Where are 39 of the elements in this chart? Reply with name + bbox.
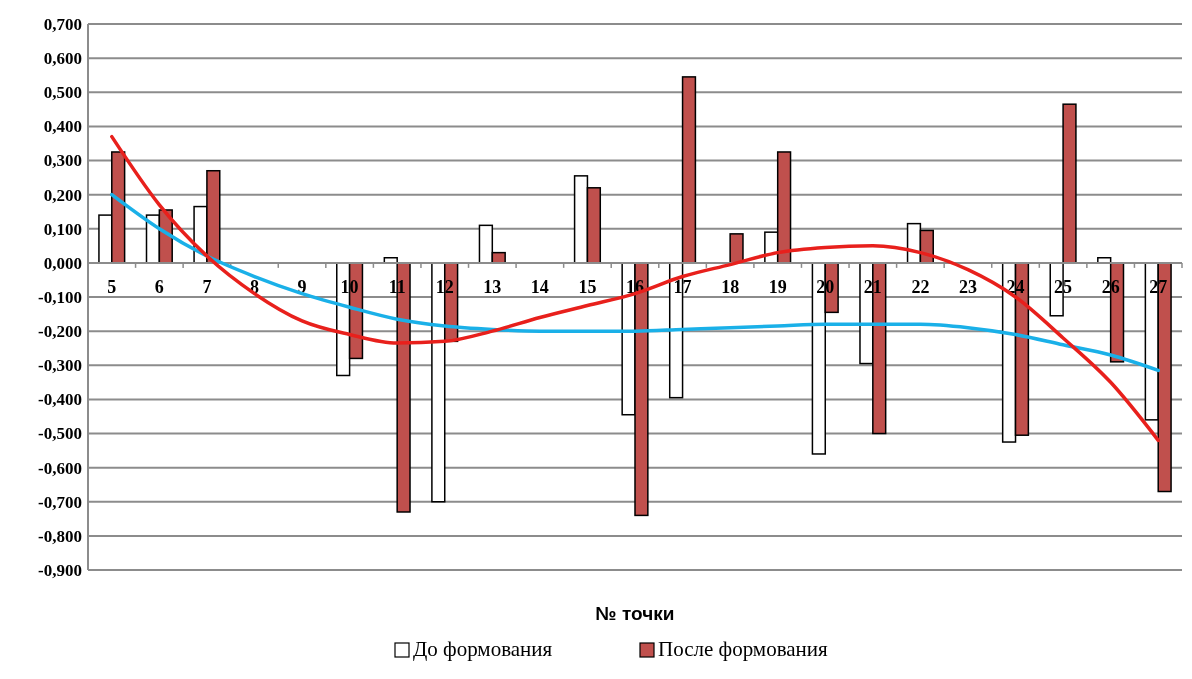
x-tick-label: 14: [530, 276, 549, 297]
y-tick-label: 0,600: [43, 49, 82, 69]
y-tick-label: -0,200: [38, 322, 82, 342]
x-tick-label: 6: [154, 276, 164, 297]
y-tick-label: 0,200: [43, 185, 82, 205]
y-tick-label: -0,700: [38, 492, 82, 512]
x-tick-label: 10: [340, 276, 359, 297]
x-tick-label: 20: [816, 276, 835, 297]
y-tick-label: -0,600: [38, 458, 82, 478]
y-tick-label: -0,900: [38, 560, 82, 580]
x-tick-label: 19: [768, 276, 787, 297]
y-tick-label: 0,700: [43, 14, 82, 34]
x-tick-label: 12: [435, 276, 454, 297]
y-tick-label: -0,400: [38, 390, 82, 410]
x-tick-label: 27: [1149, 276, 1168, 297]
bar: [681, 76, 697, 264]
bar: [1062, 103, 1077, 264]
x-axis-title: № точки: [595, 603, 675, 624]
y-tick-label: 0,500: [43, 83, 82, 103]
y-tick-label: -0,100: [38, 287, 82, 307]
x-tick-label: 23: [958, 276, 977, 297]
legend-label: До формования: [413, 637, 553, 661]
y-tick-label: 0,100: [43, 219, 82, 239]
y-tick-label: -0,800: [38, 526, 82, 546]
x-tick-label: 13: [483, 276, 502, 297]
x-tick-label: 5: [107, 276, 117, 297]
y-tick-label: 0,000: [43, 253, 82, 273]
x-tick-label: 7: [202, 276, 212, 297]
y-tick-label: 0,400: [43, 117, 82, 137]
y-tick-label: -0,500: [38, 424, 82, 444]
x-tick-label: 26: [1101, 276, 1120, 297]
x-tick-label: 21: [863, 276, 882, 297]
x-tick-label: 22: [911, 276, 930, 297]
x-tick-label: 18: [721, 276, 740, 297]
x-tick-label: 15: [578, 276, 597, 297]
legend-label: После формования: [658, 637, 829, 661]
bar: [729, 233, 744, 264]
y-tick-label: 0,300: [43, 151, 82, 171]
y-tick-label: -0,300: [38, 356, 82, 376]
